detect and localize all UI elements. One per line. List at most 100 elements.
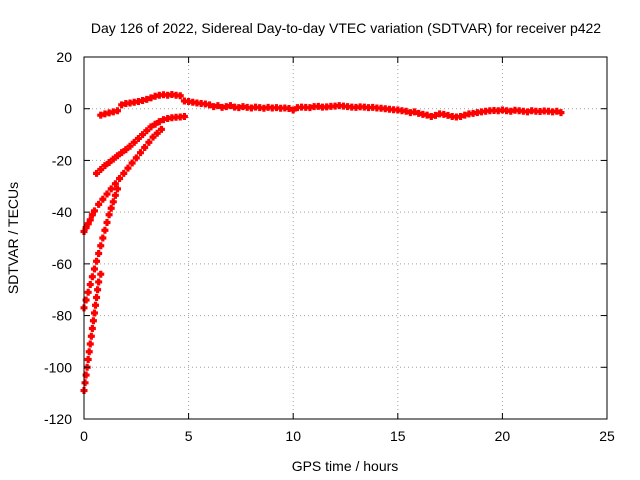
data-point <box>130 138 138 146</box>
data-point <box>86 216 94 224</box>
data-point <box>339 102 347 110</box>
data-point <box>141 144 149 151</box>
data-point <box>356 103 364 111</box>
data-point <box>365 104 373 112</box>
data-point <box>93 169 101 177</box>
data-point <box>97 270 105 278</box>
data-point <box>369 103 377 111</box>
x-tick-label: 0 <box>80 428 88 444</box>
data-point <box>310 103 318 111</box>
data-point <box>149 133 157 141</box>
data-point <box>93 257 101 265</box>
data-point <box>457 112 465 120</box>
data-point <box>97 242 105 250</box>
data-point <box>515 107 523 115</box>
y-tick-label: 20 <box>56 49 72 65</box>
data-point <box>107 204 115 212</box>
data-point <box>151 120 159 128</box>
data-point <box>84 288 92 296</box>
data-point <box>532 107 540 115</box>
data-point <box>109 108 117 116</box>
data-point <box>101 162 109 170</box>
data-point <box>97 165 105 173</box>
data-point <box>124 164 132 172</box>
data-point <box>239 103 247 111</box>
data-point <box>103 190 111 198</box>
data-point <box>206 101 214 109</box>
data-point <box>90 309 98 317</box>
data-point <box>126 142 134 150</box>
data-point <box>82 224 90 232</box>
data-point <box>268 104 276 112</box>
data-point <box>139 131 147 139</box>
data-point <box>155 118 163 126</box>
data-point <box>132 154 140 162</box>
data-point <box>105 211 113 219</box>
data-point <box>519 107 527 115</box>
data-point <box>90 207 98 215</box>
data-point <box>168 114 176 122</box>
data-series <box>80 90 565 395</box>
data-point <box>415 109 423 117</box>
data-point <box>214 102 222 110</box>
data-point <box>448 112 456 120</box>
data-point <box>281 104 289 112</box>
data-point <box>126 99 134 107</box>
data-point <box>176 113 184 121</box>
data-point <box>164 115 172 123</box>
data-point <box>222 103 230 111</box>
data-point <box>155 91 163 99</box>
data-point <box>122 100 130 108</box>
data-point <box>134 97 142 105</box>
data-point <box>306 104 314 112</box>
data-point <box>95 200 103 208</box>
data-point <box>113 152 121 160</box>
data-point <box>172 91 180 99</box>
data-point <box>89 317 97 325</box>
data-point <box>377 104 385 112</box>
data-point <box>411 108 419 116</box>
data-point <box>88 325 96 332</box>
data-point <box>490 107 498 115</box>
x-tick-label: 15 <box>390 428 406 444</box>
data-point <box>385 105 393 113</box>
y-tick-label: -40 <box>52 204 72 220</box>
data-point <box>95 250 103 258</box>
x-tick-label: 25 <box>599 428 615 444</box>
data-point <box>302 103 310 111</box>
data-point <box>314 102 322 110</box>
data-point <box>235 104 243 112</box>
data-point <box>136 149 144 157</box>
data-point <box>94 286 102 294</box>
data-point <box>105 109 113 117</box>
data-point <box>360 103 368 111</box>
data-point <box>107 185 115 193</box>
data-point <box>394 106 402 114</box>
data-point <box>81 379 89 387</box>
data-point <box>293 104 301 112</box>
data-point <box>318 103 326 111</box>
y-tick-label: 0 <box>64 101 72 117</box>
data-point <box>118 149 126 157</box>
data-point <box>97 111 105 119</box>
data-point <box>87 332 95 340</box>
data-point <box>444 111 452 119</box>
data-point <box>327 102 335 110</box>
data-point <box>440 110 448 118</box>
data-point <box>344 103 352 111</box>
data-point <box>335 102 343 110</box>
data-point <box>193 99 201 107</box>
data-point <box>101 110 109 118</box>
data-point <box>134 134 142 142</box>
data-point <box>427 112 435 120</box>
data-point <box>557 109 565 117</box>
x-tick-label: 20 <box>495 428 511 444</box>
y-tick-label: -100 <box>44 359 72 375</box>
data-point <box>536 108 544 116</box>
data-point <box>84 220 92 228</box>
data-point <box>482 107 490 115</box>
data-point <box>348 103 356 111</box>
data-point <box>473 109 481 117</box>
data-point <box>477 108 485 116</box>
